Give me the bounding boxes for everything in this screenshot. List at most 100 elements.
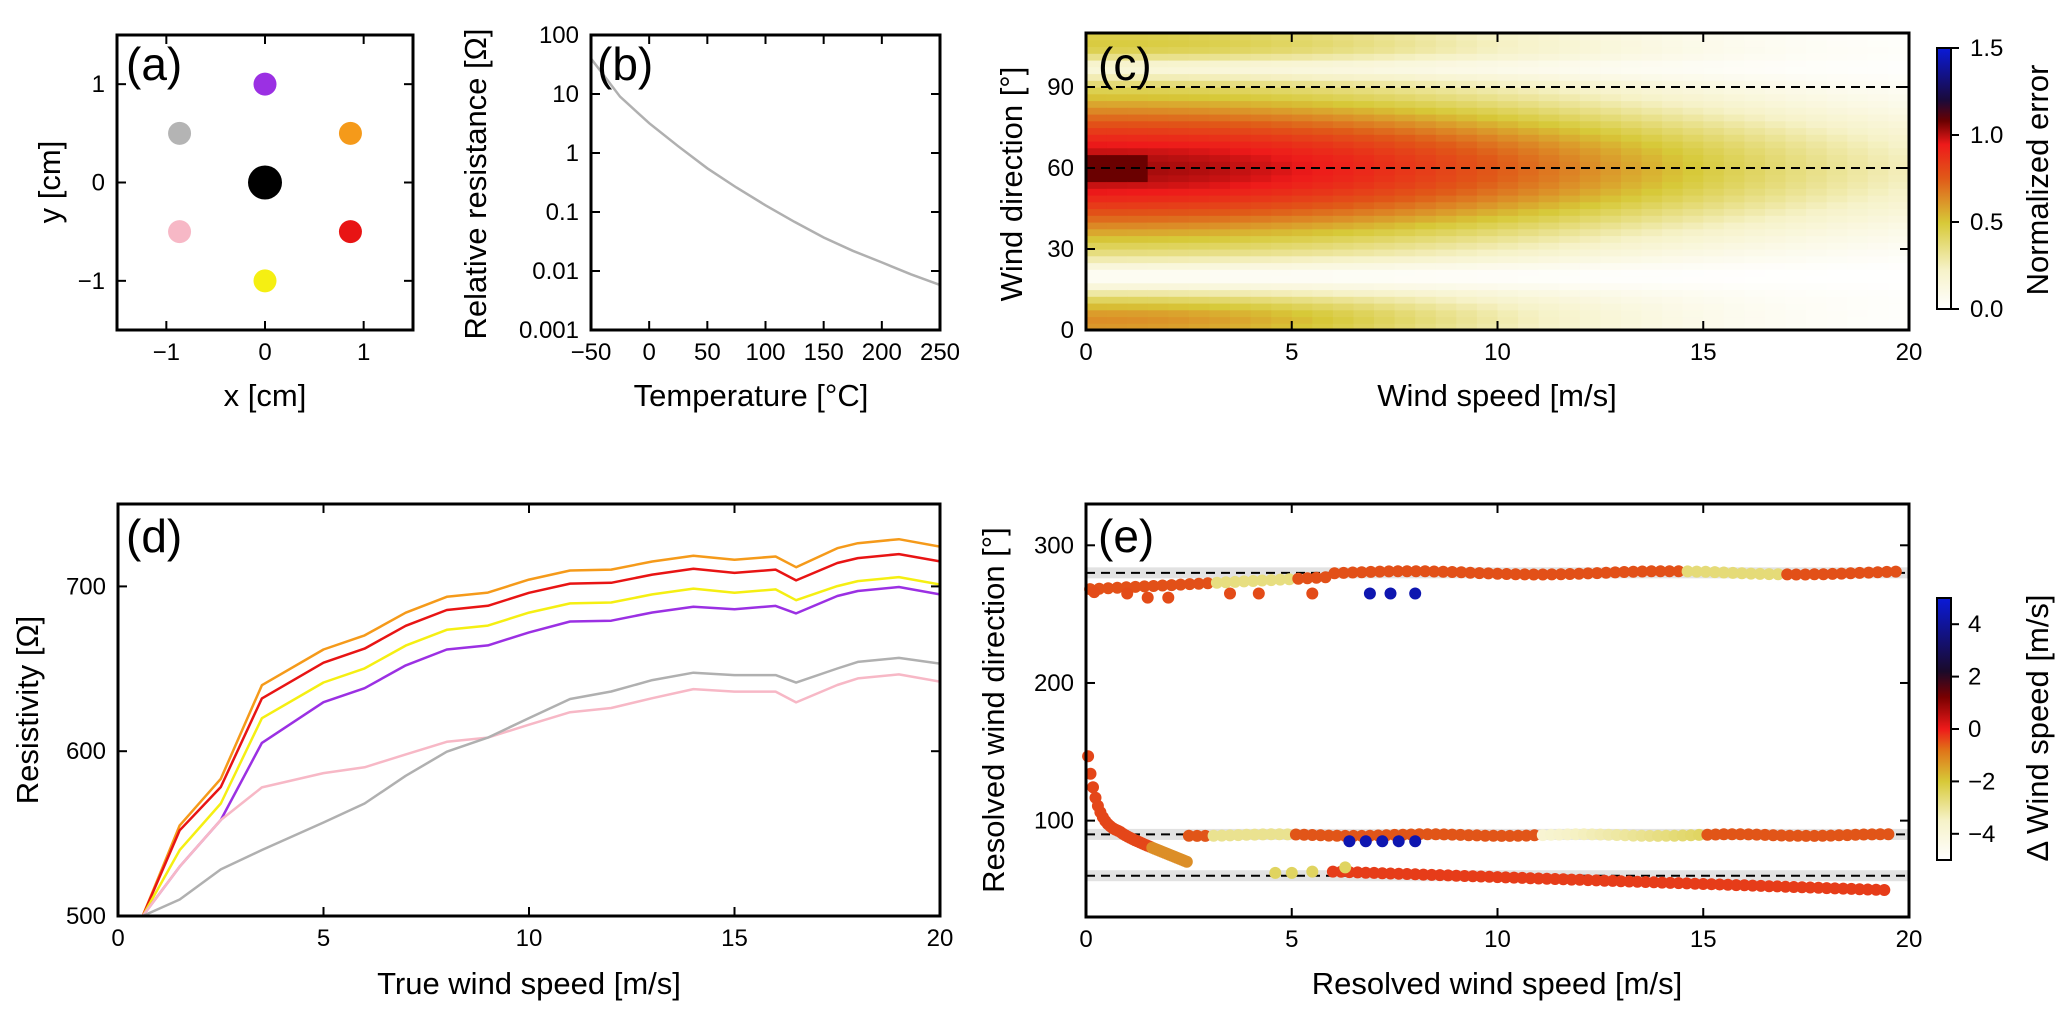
panel-c-heatmap-cell bbox=[1147, 296, 1169, 304]
panel-c-heatmap-cell bbox=[1867, 174, 1889, 183]
panel-c-heatmap-cell bbox=[1621, 141, 1643, 149]
panel-c-heatmap-cell bbox=[1312, 235, 1334, 243]
panel-c-heatmap-cell bbox=[1230, 201, 1252, 210]
panel-c-heatmap-cell bbox=[1888, 201, 1910, 210]
panel-c-heatmap-cell bbox=[1600, 309, 1622, 318]
panel-c-heatmap-cell bbox=[1209, 309, 1231, 318]
panel-e-point bbox=[1726, 566, 1739, 579]
panel-c-heatmap-cell bbox=[1662, 53, 1684, 61]
panel-c-heatmap-cell bbox=[1332, 80, 1355, 88]
panel-c-heatmap-cell bbox=[1147, 93, 1169, 102]
panel-c-heatmap-cell bbox=[1230, 46, 1252, 54]
panel-c-heatmap-cell bbox=[1312, 276, 1334, 284]
panel-c-heatmap-cell bbox=[1579, 235, 1601, 243]
panel-c-heatmap-cell bbox=[1374, 255, 1396, 264]
panel-c-heatmap-cell bbox=[1168, 161, 1190, 169]
panel-c-heatmap-cell bbox=[1147, 255, 1169, 264]
panel-c-heatmap-cell bbox=[1127, 316, 1149, 324]
panel-c-heatmap-cell bbox=[1847, 39, 1869, 48]
panel-c-heatmap-cell bbox=[1847, 249, 1869, 257]
panel-c-heatmap-cell bbox=[1703, 161, 1725, 169]
panel-c-heatmap-cell bbox=[1230, 60, 1252, 68]
panel-c-heatmap-cell bbox=[1682, 255, 1704, 264]
panel-c-heatmap-cell bbox=[1703, 282, 1725, 291]
panel-e-point bbox=[1310, 571, 1323, 584]
panel-c-heatmap-cell bbox=[1086, 93, 1108, 102]
panel-c-ytick-label: 60 bbox=[1047, 155, 1074, 182]
panel-c-heatmap-cell bbox=[1600, 147, 1622, 156]
panel-c-heatmap-cell bbox=[1456, 168, 1478, 176]
panel-c-heatmap-cell bbox=[1559, 249, 1581, 257]
panel-c-heatmap-cell bbox=[1641, 120, 1663, 129]
panel-c-heatmap-cell bbox=[1250, 181, 1272, 189]
panel-e-ylabel: Resolved wind direction [°] bbox=[976, 527, 1011, 893]
panel-e-point bbox=[1455, 566, 1468, 579]
panel-c-heatmap-cell bbox=[1188, 39, 1211, 48]
panel-c-heatmap-cell bbox=[1641, 93, 1663, 102]
panel-c-heatmap-cell bbox=[1230, 114, 1252, 122]
panel-c-heatmap-cell bbox=[1209, 235, 1231, 243]
panel-c-heatmap-cell bbox=[1415, 303, 1437, 311]
panel-c-heatmap-cell bbox=[1250, 208, 1272, 216]
panel-c-heatmap-cell bbox=[1312, 80, 1334, 88]
panel-c-heatmap-cell bbox=[1682, 249, 1704, 257]
panel-c-heatmap-cell bbox=[1538, 127, 1560, 135]
panel-c-heatmap-cell bbox=[1641, 289, 1663, 297]
panel-c-heatmap-cell bbox=[1518, 249, 1540, 257]
panel-c-heatmap-cell bbox=[1332, 168, 1355, 176]
panel-c-heatmap-cell bbox=[1888, 215, 1910, 223]
panel-c-heatmap-cell bbox=[1867, 53, 1889, 61]
panel-c-heatmap-cell bbox=[1476, 289, 1499, 297]
panel-e-point bbox=[1343, 835, 1356, 848]
panel-e-point bbox=[1708, 566, 1721, 579]
panel-c-heatmap-cell bbox=[1723, 174, 1745, 183]
panel-c-heatmap-cell bbox=[1847, 53, 1869, 61]
panel-c-heatmap-cell bbox=[1867, 141, 1889, 149]
panel-c-heatmap-cell bbox=[1888, 120, 1910, 129]
panel-c-colorbar-tick-label: 0.0 bbox=[1970, 296, 2003, 323]
panel-c-heatmap-cell bbox=[1600, 168, 1622, 176]
panel-c-heatmap-cell bbox=[1086, 249, 1108, 257]
panel-c-heatmap-cell bbox=[1374, 262, 1396, 270]
panel-c-heatmap-cell bbox=[1353, 222, 1375, 230]
panel-c-heatmap-cell bbox=[1682, 80, 1704, 88]
panel-c-heatmap-cell bbox=[1374, 120, 1396, 129]
panel-c-heatmap-cell bbox=[1374, 114, 1396, 122]
panel-c-heatmap-cell bbox=[1435, 87, 1457, 95]
panel-c-heatmap-cell bbox=[1682, 100, 1704, 108]
panel-c-heatmap-cell bbox=[1332, 174, 1355, 183]
panel-c-heatmap-cell bbox=[1744, 174, 1766, 183]
panel-c-heatmap-cell bbox=[1703, 242, 1725, 250]
panel-e-colorbar-tick-label: −2 bbox=[1968, 768, 1995, 795]
panel-c-heatmap-cell bbox=[1250, 80, 1272, 88]
panel-c-heatmap-cell bbox=[1209, 255, 1231, 264]
panel-c-heatmap-cell bbox=[1435, 188, 1457, 196]
panel-c-heatmap-cell bbox=[1312, 39, 1334, 48]
panel-c-heatmap-cell bbox=[1209, 134, 1231, 142]
panel-c-heatmap-cell bbox=[1641, 269, 1663, 277]
panel-c-heatmap-cell bbox=[1538, 208, 1560, 216]
panel-e-label: (e) bbox=[1098, 510, 1154, 562]
panel-c-heatmap-cell bbox=[1230, 53, 1252, 61]
panel-e-point bbox=[1817, 568, 1830, 581]
panel-c-heatmap-cell bbox=[1826, 168, 1848, 176]
panel-c-heatmap-cell bbox=[1435, 201, 1457, 210]
panel-c-heatmap-cell bbox=[1291, 269, 1313, 277]
panel-c-heatmap-cell bbox=[1209, 107, 1231, 115]
panel-c-heatmap-cell bbox=[1312, 93, 1334, 102]
panel-c-heatmap-cell bbox=[1353, 127, 1375, 135]
panel-c-heatmap-cell bbox=[1353, 60, 1375, 68]
panel-c-heatmap-cell bbox=[1538, 114, 1560, 122]
panel-c-heatmap-cell bbox=[1662, 46, 1684, 54]
panel-c-heatmap-cell bbox=[1621, 87, 1643, 95]
panel-c-heatmap-cell bbox=[1826, 215, 1848, 223]
panel-c-heatmap-cell bbox=[1250, 73, 1272, 81]
panel-c-heatmap-cell bbox=[1538, 316, 1560, 324]
panel-c-heatmap-cell bbox=[1826, 276, 1848, 284]
panel-c-heatmap-cell bbox=[1291, 107, 1313, 115]
panel-c-heatmap-cell bbox=[1744, 242, 1766, 250]
panel-c-heatmap-cell bbox=[1703, 208, 1725, 216]
panel-c-heatmap-cell bbox=[1600, 201, 1622, 210]
panel-c-heatmap-cell bbox=[1682, 323, 1704, 331]
panel-c-heatmap-cell bbox=[1621, 282, 1643, 291]
